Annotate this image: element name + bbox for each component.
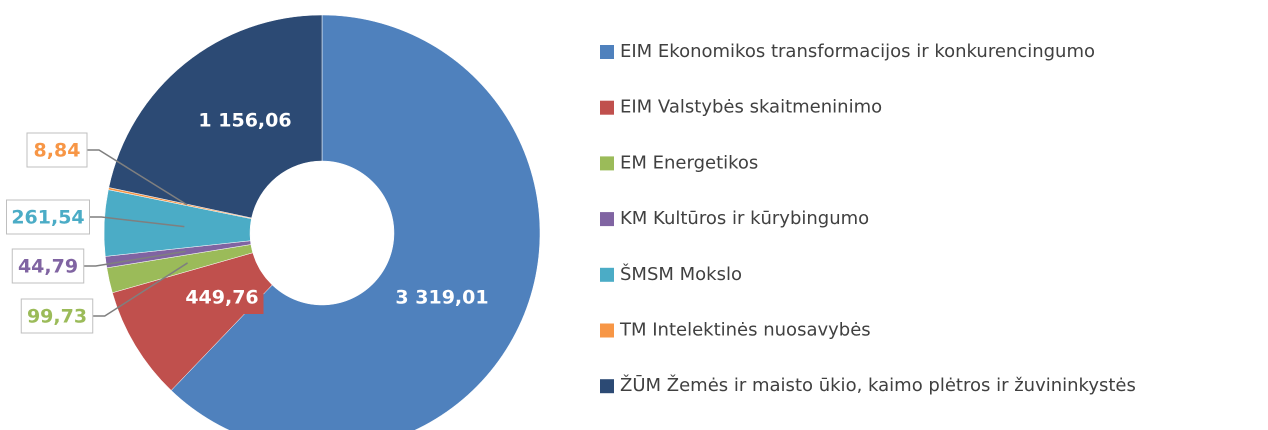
legend-swatch [600, 156, 614, 171]
legend-label: EIM Ekonomikos transformacijos ir konkur… [620, 41, 1095, 62]
legend-swatch [600, 323, 614, 338]
legend-label: EIM Valstybės skaitmeninimo [620, 97, 882, 118]
data-label: 449,76 [185, 287, 258, 309]
leader-line [89, 216, 185, 228]
label-box [11, 248, 85, 284]
legend-swatch [600, 100, 614, 115]
donut-segment [170, 14, 541, 430]
legend-swatch [600, 379, 614, 394]
leader-line [92, 262, 188, 317]
leader-line [87, 149, 188, 206]
data-label: 8,84 [34, 140, 81, 162]
legend-label: TM Intelektinės nuosavybės [619, 320, 871, 341]
legend-swatch [600, 212, 614, 227]
data-label: 261,54 [11, 207, 84, 229]
legend-swatch [600, 267, 614, 282]
legend-label: ŠMSM Mokslo [620, 263, 742, 285]
legend-label: ŽŪM Žemės ir maisto ūkio, kaimo plėtros … [620, 374, 1136, 396]
data-label: 44,79 [18, 256, 78, 278]
data-label: 99,73 [27, 306, 87, 328]
data-label: 1 156,06 [198, 110, 291, 132]
legend-label: EM Energetikos [620, 152, 758, 173]
label-box [20, 298, 94, 334]
label-box [192, 103, 298, 137]
legend-label: KM Kultūros ir kūrybingumo [620, 208, 869, 229]
label-box [389, 280, 495, 314]
label-box [6, 199, 90, 235]
legend-swatch [600, 45, 614, 59]
data-label: 3 319,01 [395, 287, 488, 309]
leader-line [83, 250, 186, 267]
label-box [180, 280, 264, 314]
label-box [26, 132, 88, 168]
